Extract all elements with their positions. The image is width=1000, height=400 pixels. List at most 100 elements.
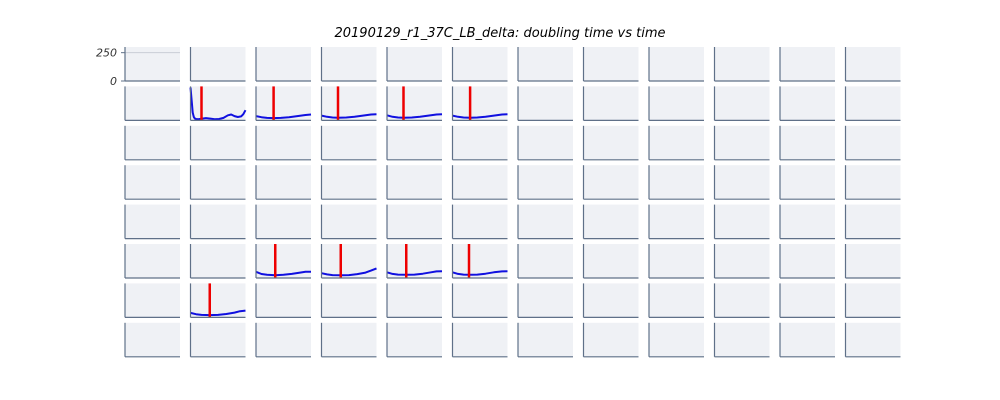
panel-background <box>649 165 704 200</box>
panel-r5-c9 <box>713 244 770 279</box>
panel-r0-c5 <box>451 47 508 82</box>
y-tick-label: 0 <box>110 75 117 88</box>
panel-background <box>583 322 639 357</box>
panel-r2-c11 <box>844 125 901 161</box>
panel-background <box>780 125 835 160</box>
doubling-time-curve <box>255 113 312 120</box>
panel-r5-c8 <box>648 244 704 279</box>
panel-r5-c11 <box>844 244 901 279</box>
panel-background <box>780 86 835 121</box>
panel-r7-c6 <box>517 322 573 358</box>
panel-background <box>321 204 377 239</box>
panel-r2-c1 <box>189 125 246 161</box>
panel-r6-c1 <box>189 283 246 318</box>
panel-r5-c4 <box>386 244 443 279</box>
panel-background <box>518 244 573 278</box>
panel-background <box>256 47 311 81</box>
panel-background <box>190 165 246 200</box>
panel-r7-c3 <box>320 322 377 358</box>
panel-background <box>321 165 377 200</box>
panel-r4-c5 <box>451 204 508 240</box>
panel-r0-c10 <box>779 47 835 82</box>
panel-background <box>714 244 770 278</box>
panel-r2-c9 <box>713 125 770 161</box>
panel-background <box>714 47 770 81</box>
panel-r1-c7 <box>582 86 639 122</box>
panel-background <box>845 125 901 160</box>
panel-r1-c1 <box>189 86 247 122</box>
panel-r5-c10 <box>779 244 835 279</box>
panel-background <box>321 125 377 160</box>
panel-background <box>256 322 311 357</box>
panel-r0-c0 <box>124 47 180 82</box>
panel-background <box>321 244 377 278</box>
panel-background <box>518 322 573 357</box>
panel-r7-c9 <box>713 322 770 358</box>
panel-background <box>518 86 573 121</box>
panel-r4-c10 <box>779 204 835 240</box>
panel-background <box>125 125 180 160</box>
panel-r3-c10 <box>779 165 835 200</box>
panel-r5-c6 <box>517 244 573 279</box>
panel-background <box>452 322 508 357</box>
panel-r4-c2 <box>255 204 311 240</box>
panel-background <box>452 47 508 81</box>
panel-r4-c8 <box>648 204 704 240</box>
panel-r3-c4 <box>386 165 442 200</box>
panel-r0-c8 <box>648 47 704 82</box>
panel-background <box>190 204 246 239</box>
panel-r1-c8 <box>648 86 704 122</box>
panel-background <box>845 204 901 239</box>
panel-r3-c6 <box>517 165 573 200</box>
panel-r4-c4 <box>386 204 442 240</box>
panel-background <box>190 322 246 357</box>
panel-background <box>125 47 180 81</box>
panel-background <box>714 125 770 160</box>
panel-background <box>452 244 508 278</box>
panel-background <box>190 47 246 81</box>
panel-r4-c9 <box>713 204 770 240</box>
panel-r0-c4 <box>386 47 442 82</box>
panel-background <box>125 322 180 357</box>
panel-r4-c11 <box>844 204 901 240</box>
panel-r3-c3 <box>320 165 377 200</box>
panel-r0-c7 <box>582 47 639 82</box>
panel-background <box>387 47 442 81</box>
panel-background <box>518 165 573 200</box>
panel-background <box>583 204 639 239</box>
panel-r2-c2 <box>255 125 311 161</box>
panel-r6-c3 <box>320 283 377 318</box>
panel-r6-c5 <box>451 283 508 318</box>
doubling-time-curve <box>255 270 311 277</box>
panel-r0-c1 <box>189 47 246 82</box>
panel-r6-c2 <box>255 283 311 318</box>
panel-r3-c1 <box>189 165 246 200</box>
panel-background <box>583 47 639 81</box>
panel-r1-c5 <box>451 86 508 122</box>
panel-r0-c2 <box>255 47 311 82</box>
panel-r2-c4 <box>386 125 442 161</box>
panel-r5-c2 <box>255 244 311 279</box>
doubling-time-curve <box>452 270 508 276</box>
panel-r2-c5 <box>451 125 508 161</box>
panel-r6-c9 <box>713 283 770 318</box>
panel-r7-c1 <box>189 322 246 358</box>
panel-background <box>649 322 704 357</box>
panel-r0-c3 <box>320 47 377 82</box>
panel-background <box>845 244 901 278</box>
panel-background <box>256 125 311 160</box>
chart-title: 20190129_r1_37C_LB_delta: doubling time … <box>334 26 666 41</box>
panel-background <box>714 204 770 239</box>
panel-r1-c0 <box>124 86 180 122</box>
doubling-time-curve <box>190 309 246 317</box>
panel-r2-c3 <box>320 125 377 161</box>
doubling-time-curve <box>452 113 508 119</box>
panel-background <box>649 283 704 318</box>
panel-r4-c7 <box>582 204 639 240</box>
panel-background <box>321 47 377 81</box>
panel-r0-c9 <box>713 47 770 82</box>
panel-background <box>190 86 246 121</box>
panel-background <box>583 244 639 278</box>
panel-background <box>190 125 246 160</box>
panel-background <box>125 283 180 318</box>
